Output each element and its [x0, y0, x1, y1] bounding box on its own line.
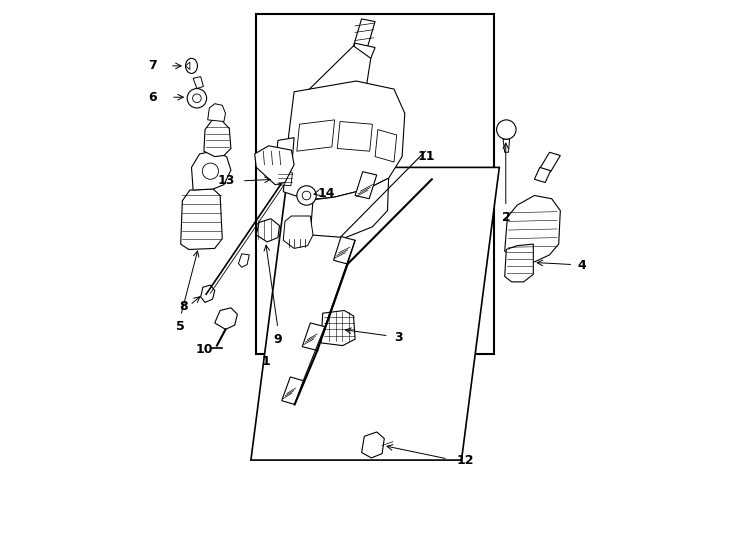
Polygon shape [534, 167, 550, 183]
Text: 13: 13 [217, 174, 235, 187]
Circle shape [192, 94, 201, 103]
Text: 7: 7 [148, 59, 157, 72]
Text: 8: 8 [179, 300, 188, 313]
Polygon shape [291, 46, 371, 178]
Polygon shape [255, 146, 294, 185]
Circle shape [187, 89, 206, 108]
Polygon shape [310, 178, 388, 238]
Polygon shape [278, 172, 292, 186]
Text: 3: 3 [394, 331, 403, 344]
Polygon shape [333, 237, 355, 264]
Circle shape [302, 191, 310, 200]
Polygon shape [539, 152, 560, 172]
Polygon shape [192, 151, 231, 190]
Polygon shape [505, 244, 534, 282]
Polygon shape [275, 138, 294, 173]
Polygon shape [283, 81, 404, 200]
Ellipse shape [186, 58, 197, 73]
Polygon shape [338, 122, 372, 151]
Polygon shape [354, 19, 375, 49]
Text: 2: 2 [502, 211, 511, 224]
Polygon shape [186, 62, 190, 70]
Text: 12: 12 [456, 454, 473, 467]
Polygon shape [204, 119, 231, 157]
Polygon shape [193, 77, 203, 89]
Text: 5: 5 [176, 320, 185, 333]
Polygon shape [503, 139, 509, 152]
Polygon shape [505, 195, 560, 262]
Text: 11: 11 [418, 150, 435, 163]
Circle shape [203, 163, 219, 179]
Circle shape [297, 186, 316, 205]
Polygon shape [239, 254, 250, 267]
Polygon shape [200, 285, 215, 302]
Text: 9: 9 [274, 333, 282, 346]
Polygon shape [297, 120, 335, 151]
Polygon shape [181, 189, 222, 249]
Text: 10: 10 [195, 343, 213, 356]
Polygon shape [355, 172, 377, 199]
Text: 4: 4 [578, 259, 586, 272]
Text: 6: 6 [148, 91, 157, 104]
Text: 14: 14 [317, 187, 335, 200]
Polygon shape [251, 167, 499, 460]
Polygon shape [256, 219, 280, 242]
Polygon shape [375, 130, 396, 162]
Polygon shape [283, 216, 313, 248]
Circle shape [497, 120, 516, 139]
Polygon shape [215, 308, 237, 329]
Polygon shape [282, 377, 303, 404]
Polygon shape [351, 43, 375, 58]
Text: 1: 1 [262, 355, 270, 368]
Polygon shape [302, 323, 325, 350]
Polygon shape [208, 104, 225, 122]
Polygon shape [321, 310, 355, 346]
Bar [256, 14, 494, 354]
Polygon shape [362, 432, 385, 458]
